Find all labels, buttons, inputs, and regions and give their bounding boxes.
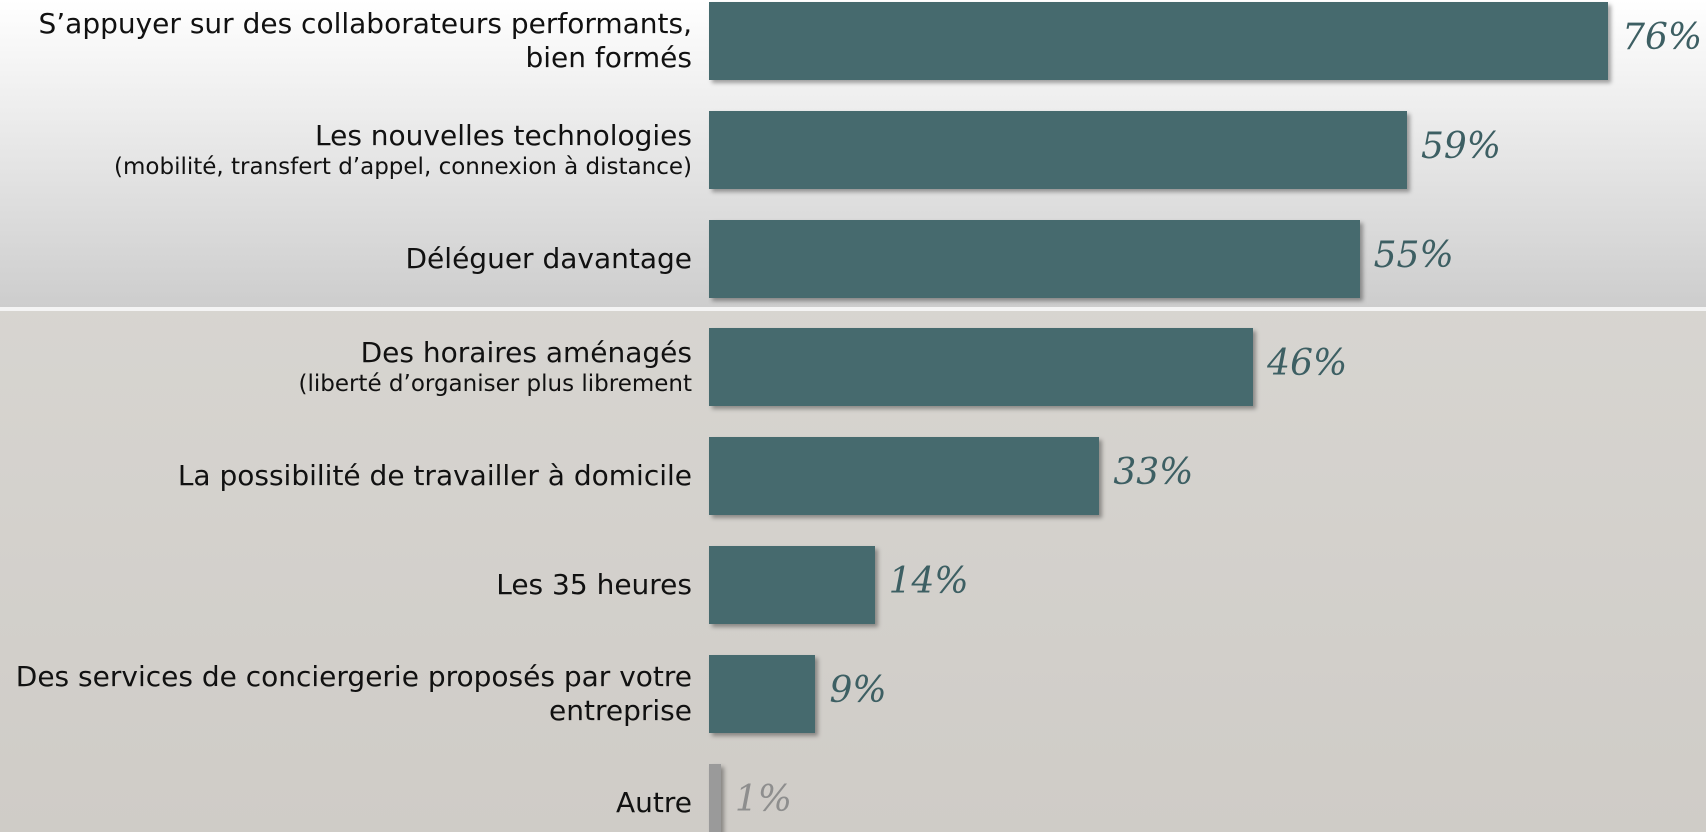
category-text: Les nouvelles technologies	[314, 118, 692, 152]
category-text: Les 35 heures	[496, 568, 692, 601]
bar	[709, 328, 1254, 407]
value-label: 59%	[1420, 125, 1501, 167]
category-label: Des horaires aménagés (liberté d’organise…	[6, 336, 692, 398]
bar	[709, 219, 1360, 298]
value-label: 14%	[888, 561, 969, 602]
value-label: 76%	[1622, 17, 1703, 58]
category-text: Déléguer davantage	[405, 241, 693, 275]
bar	[709, 654, 816, 733]
category-note: (mobilité, transfert d’appel, connexion …	[114, 153, 692, 180]
value-label: 9%	[829, 669, 887, 711]
bar	[709, 110, 1407, 189]
category-label: S’appuyer sur des collaborateurs perform…	[6, 7, 692, 75]
category-text: Des horaires aménagés	[360, 336, 692, 370]
category-text: La possibilité de travailler à domicile	[177, 459, 692, 493]
bar	[709, 763, 721, 832]
category-text: Des services de conciergerie proposés pa…	[15, 659, 692, 727]
category-label: Les 35 heures	[6, 568, 692, 602]
category-text: Autre	[615, 785, 692, 819]
category-label: La possibilité de travailler à domicile	[6, 459, 692, 493]
category-label: Autre	[6, 786, 692, 820]
bar	[709, 2, 1609, 80]
value-label: 55%	[1373, 234, 1454, 276]
bar	[709, 546, 875, 624]
bar	[709, 437, 1100, 516]
category-label: Les nouvelles technologies (mobilité, tra…	[6, 119, 692, 181]
value-label: 1%	[734, 778, 792, 820]
value-label: 46%	[1267, 343, 1348, 385]
category-note: (liberté d’organiser plus librement	[298, 371, 692, 398]
category-text: S’appuyer sur des collaborateurs perform…	[38, 7, 692, 74]
category-label: Des services de conciergerie proposés pa…	[6, 660, 692, 728]
category-label: Déléguer davantage	[6, 241, 693, 276]
value-label: 33%	[1113, 452, 1194, 494]
